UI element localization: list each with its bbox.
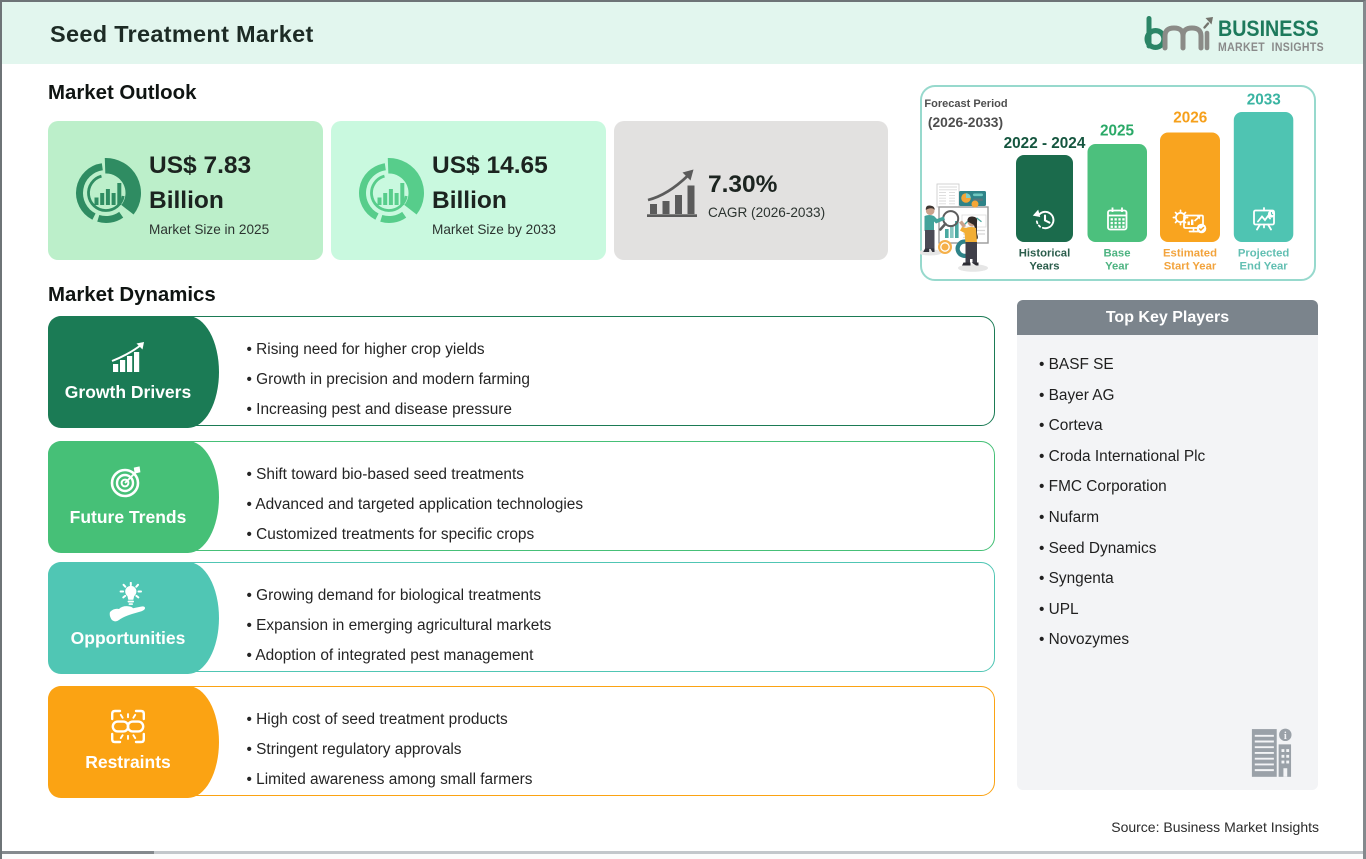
svg-text:2025: 2025	[1100, 123, 1135, 140]
svg-text:Base: Base	[1103, 248, 1130, 260]
svg-text:i: i	[1284, 731, 1287, 742]
svg-text:Forecast Period: Forecast Period	[924, 98, 1007, 110]
svg-text:Year: Year	[1105, 261, 1129, 273]
svg-text:Estimated: Estimated	[1163, 248, 1217, 260]
svg-text:End Year: End Year	[1240, 261, 1289, 273]
svg-text:Years: Years	[1029, 261, 1059, 273]
svg-text:Start Year: Start Year	[1164, 261, 1217, 273]
svg-text:2033: 2033	[1247, 91, 1281, 108]
svg-text:2022 - 2024: 2022 - 2024	[1004, 135, 1086, 152]
svg-text:Projected: Projected	[1238, 248, 1290, 260]
svg-text:2026: 2026	[1173, 110, 1207, 127]
svg-text:(2026-2033): (2026-2033)	[928, 115, 1003, 130]
svg-text:Historical: Historical	[1019, 248, 1070, 260]
